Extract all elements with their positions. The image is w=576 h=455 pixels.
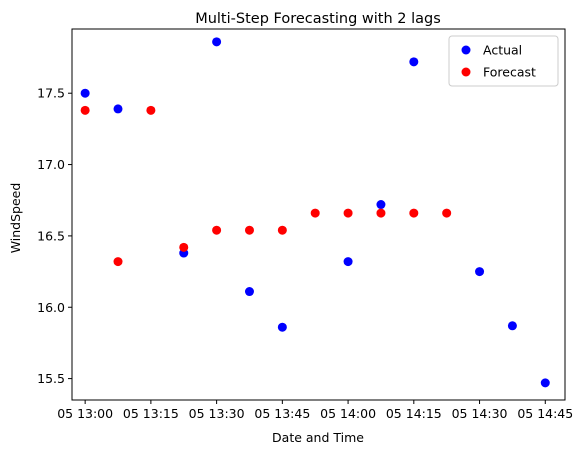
actual-point	[343, 257, 353, 267]
forecast-point	[277, 225, 287, 235]
legend-label: Forecast	[483, 65, 536, 80]
y-tick-label: 17.5	[37, 86, 65, 101]
y-tick-label: 15.5	[37, 371, 65, 386]
forecast-point	[212, 225, 222, 235]
legend-marker	[461, 67, 471, 77]
actual-point	[475, 267, 485, 277]
x-tick-label: 05 13:45	[254, 406, 310, 421]
y-tick-label: 16.0	[37, 300, 65, 315]
x-tick-label: 05 14:00	[320, 406, 376, 421]
y-tick-label: 16.5	[37, 228, 65, 243]
legend-marker	[461, 45, 471, 55]
data-points	[80, 37, 550, 388]
forecast-point	[343, 208, 353, 218]
x-axis: 05 13:00 05 13:15 05 13:30 05 13:45 05 14:00…	[57, 400, 573, 421]
x-tick-label: 05 14:45	[517, 406, 573, 421]
x-tick-label: 05 14:15	[386, 406, 442, 421]
x-axis-label: Date and Time	[272, 430, 364, 445]
actual-point	[409, 57, 419, 67]
y-axis-label: WindSpeed	[8, 183, 23, 254]
forecast-point	[310, 208, 320, 218]
y-tick-label: 17.0	[37, 157, 65, 172]
forecast-point	[442, 208, 452, 218]
x-tick-label: 05 13:00	[57, 406, 113, 421]
forecast-point	[113, 257, 123, 267]
actual-point	[244, 287, 254, 297]
actual-point	[80, 88, 90, 98]
actual-point	[507, 321, 517, 331]
x-tick-label: 05 13:15	[123, 406, 179, 421]
x-tick-label: 05 13:30	[189, 406, 245, 421]
forecast-point	[409, 208, 419, 218]
forecast-point	[80, 105, 90, 115]
forecast-point	[146, 105, 156, 115]
forecast-point	[376, 208, 386, 218]
actual-point	[277, 322, 287, 332]
actual-point	[376, 200, 386, 210]
plot-frame	[71, 28, 566, 401]
legend: Actual Forecast	[448, 35, 559, 87]
actual-point	[113, 104, 123, 114]
legend-box	[448, 35, 559, 87]
forecast-point	[179, 242, 189, 252]
legend-label: Actual	[483, 43, 522, 58]
actual-point	[212, 37, 222, 47]
y-axis: 15.5 16.0 16.5 17.0 17.5	[37, 86, 72, 386]
x-tick-label: 05 14:30	[452, 406, 508, 421]
actual-point	[540, 378, 550, 388]
chart-title: Multi-Step Forecasting with 2 lags	[195, 11, 441, 27]
forecast-point	[244, 225, 254, 235]
